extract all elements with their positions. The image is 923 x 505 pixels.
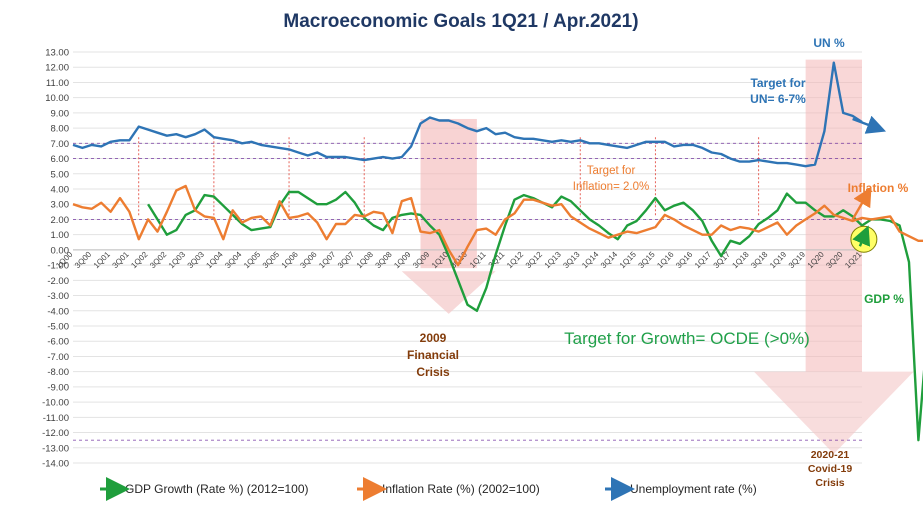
y-tick-label: -13.00	[42, 443, 69, 454]
legend: GDP Growth (Rate %) (2012=100) Inflation…	[100, 477, 757, 501]
y-tick-label: 11.00	[46, 78, 69, 89]
y-tick-label: 4.00	[51, 185, 70, 196]
target-inflation-line2: Inflation= 2.0%	[573, 181, 649, 193]
growth-target-label: Target for Growth= OCDE (>0%)	[564, 329, 810, 348]
y-tick-label: -2.00	[47, 276, 69, 287]
arrow-2009	[401, 271, 496, 314]
crisis-2009-line1: 2009	[420, 331, 447, 345]
y-tick-label: 9.00	[51, 108, 70, 119]
y-tick-label: -10.00	[42, 398, 69, 409]
inflation-label: Inflation %	[848, 181, 909, 195]
target-lines	[73, 137, 862, 441]
y-tick-label: 3.00	[51, 200, 70, 211]
un-arrow	[852, 115, 887, 134]
y-tick-label: -7.00	[47, 352, 69, 363]
series-lines	[72, 61, 923, 442]
chart-title: Macroeconomic Goals 1Q21 / Apr.2021)	[283, 11, 638, 32]
annotation-marks	[850, 115, 887, 253]
target-un-line2: UN= 6-7%	[750, 92, 806, 106]
y-tick-label: 2.00	[51, 215, 70, 226]
y-tick-label: 1.00	[51, 230, 70, 241]
y-tick-label: 12.00	[45, 63, 69, 74]
crisis-2020-line2: Covid-19	[808, 463, 853, 475]
series-line-1	[72, 184, 923, 267]
y-tick-label: 0.00	[51, 245, 70, 256]
crisis-2020-line1: 2020-21	[811, 449, 850, 461]
y-tick-label: -6.00	[47, 337, 69, 348]
crisis-2020-line3: Crisis	[815, 477, 844, 489]
gdp-arrow	[852, 225, 871, 247]
y-tick-label: 10.00	[45, 93, 69, 104]
y-tick-label: 5.00	[51, 169, 70, 180]
series-line-2	[72, 61, 863, 168]
y-tick-label: -1.00	[47, 261, 69, 272]
series-line-0	[147, 190, 923, 442]
y-tick-label: 8.00	[51, 124, 70, 135]
crisis-2009-line3: Crisis	[416, 365, 450, 379]
y-tick-label: -8.00	[47, 367, 69, 378]
y-tick-label: -11.00	[43, 413, 69, 424]
inflation-arrow	[851, 186, 872, 221]
target-inflation-line1: Target for	[587, 165, 636, 177]
target-un-line1: Target for	[750, 76, 805, 90]
legend-entry-unemployment: Unemployment rate (%)	[630, 482, 757, 496]
legend-entry-inflation: Inflation Rate (%) (2002=100)	[382, 482, 540, 496]
gdp-label: GDP %	[864, 292, 904, 306]
y-tick-label: 7.00	[51, 139, 70, 150]
crisis-2009-line2: Financial	[407, 348, 459, 362]
highlight-band-2009	[420, 118, 477, 269]
y-tick-label: 13.00	[45, 48, 69, 59]
y-tick-label: -12.00	[42, 428, 69, 439]
y-tick-label: -9.00	[47, 382, 69, 393]
arrow-2020	[753, 371, 914, 454]
y-tick-label: -14.00	[42, 459, 69, 470]
y-tick-label: -3.00	[47, 291, 69, 302]
y-axis: 13.00 12.00 11.00 10.00 9.00 8.00 7.00 6.00 5.00…	[42, 48, 862, 470]
legend-entry-gdp: GDP Growth (Rate %) (2012=100)	[125, 482, 309, 496]
y-tick-label: -5.00	[47, 322, 69, 333]
y-tick-label: 6.00	[51, 154, 70, 165]
y-tick-label: -4.00	[47, 306, 69, 317]
un-label: UN %	[813, 36, 845, 50]
